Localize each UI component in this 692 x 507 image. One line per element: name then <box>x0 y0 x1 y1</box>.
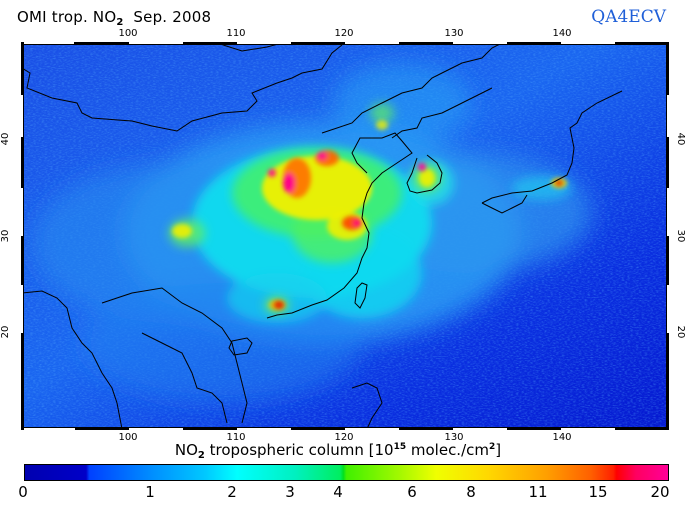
map-title: OMI trop. NO2 Sep. 2008 <box>17 8 211 28</box>
lon-tick: 130 <box>444 432 464 443</box>
colorbar-tick: 2 <box>227 483 237 501</box>
colorbar-tick: 8 <box>466 483 476 501</box>
label-unit: molec./cm <box>406 441 489 459</box>
lon-tick: 120 <box>334 432 354 443</box>
lon-tick: 130 <box>444 28 464 39</box>
title-text: OMI trop. NO <box>17 8 117 26</box>
lat-tick: 30 <box>675 229 686 243</box>
lon-tick: 110 <box>226 432 246 443</box>
label-exponent: 15 <box>393 442 407 452</box>
colorbar-tick: 1 <box>145 483 155 501</box>
colorbar-tick: 4 <box>333 483 343 501</box>
no2-map <box>21 42 669 430</box>
colorbar-label: NO2 tropospheric column [1015 molec./cm2… <box>0 441 692 461</box>
lon-tick: 140 <box>552 432 572 443</box>
label-unit-exponent: 2 <box>489 442 496 452</box>
colorbar-tick: 20 <box>650 483 670 501</box>
label-sub: 2 <box>197 450 205 461</box>
title-subscript: 2 <box>116 17 124 28</box>
lat-tick: 20 <box>0 325 11 339</box>
lon-tick: 100 <box>118 432 138 443</box>
lon-tick: 120 <box>334 28 354 39</box>
lat-tick: 40 <box>0 132 11 146</box>
no2-heatmap <box>22 43 668 429</box>
colorbar-tick: 0 <box>18 483 28 501</box>
colorbar-tick: 6 <box>407 483 417 501</box>
lon-tick: 100 <box>118 28 138 39</box>
colorbar-tick: 11 <box>528 483 548 501</box>
lat-tick: 40 <box>675 132 686 146</box>
lon-tick: 110 <box>226 28 246 39</box>
label-bracket: ] <box>495 441 502 459</box>
title-date: Sep. 2008 <box>123 8 212 26</box>
colorbar <box>24 464 669 481</box>
colorbar-tick: 3 <box>285 483 295 501</box>
colorbar-tick: 15 <box>588 483 608 501</box>
lon-tick: 140 <box>552 28 572 39</box>
brand-logo: QA4ECV <box>591 7 666 27</box>
label-mid: tropospheric column [10 <box>204 441 394 459</box>
lat-tick: 20 <box>675 325 686 339</box>
label-no: NO <box>174 441 198 459</box>
lat-tick: 30 <box>0 229 11 243</box>
